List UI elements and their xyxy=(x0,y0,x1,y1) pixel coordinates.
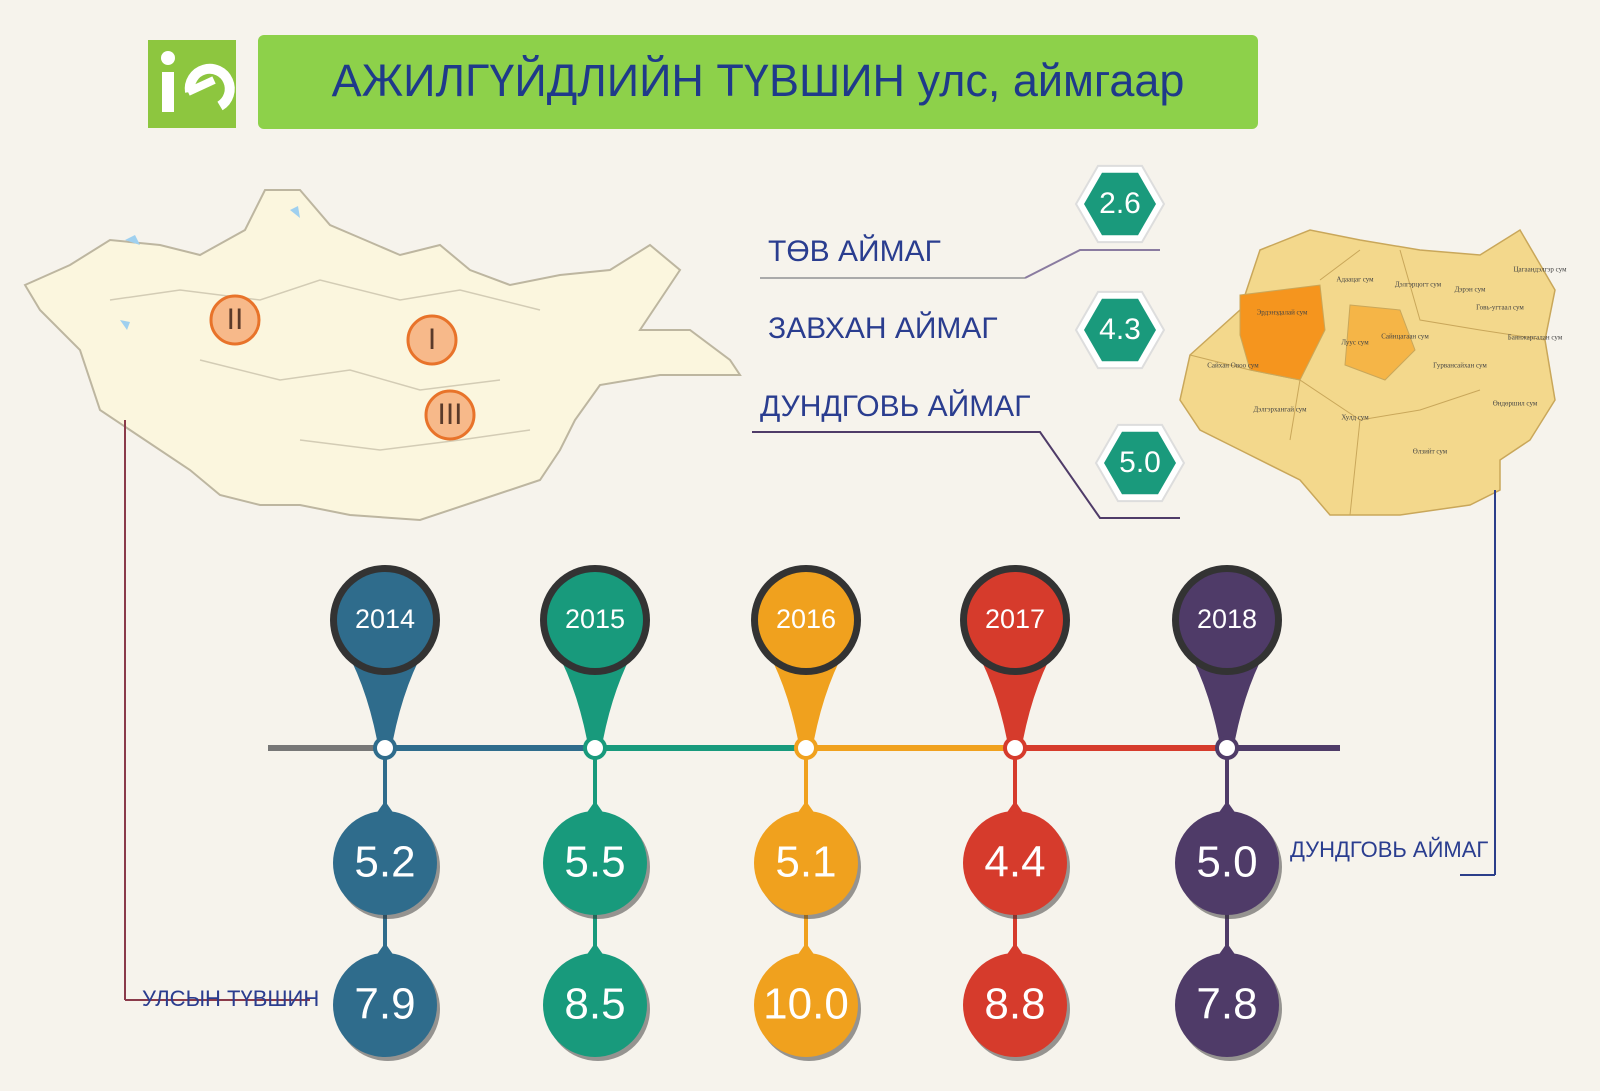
aimag-value: 2.6 xyxy=(1099,187,1141,220)
region-label: II xyxy=(227,303,244,336)
year-label: 2017 xyxy=(985,604,1045,634)
bubble xyxy=(754,953,858,1057)
year-label: 2015 xyxy=(565,604,625,634)
year-label: 2016 xyxy=(776,604,836,634)
national-value: 7.9 xyxy=(354,980,415,1029)
region-marker xyxy=(424,389,476,441)
district-label: Говь-угтаал сум xyxy=(1476,304,1524,312)
year-badge xyxy=(967,572,1063,668)
national-value: 7.8 xyxy=(1196,980,1257,1029)
bubble xyxy=(543,953,647,1057)
bubble xyxy=(333,953,437,1057)
district-label: Өлзийт сум xyxy=(1413,448,1448,456)
national-value: 8.5 xyxy=(564,980,625,1029)
district-label: Луус сум xyxy=(1341,339,1369,347)
aimag-leader xyxy=(752,431,1180,519)
district-label: Баянжаргалан сум xyxy=(1508,334,1563,342)
aimag-value: 5.0 xyxy=(1196,838,1257,887)
aimag-value: 4.3 xyxy=(1099,313,1141,346)
district-highlight xyxy=(1344,304,1416,381)
aimag-name: ТӨВ АЙМАГ xyxy=(768,234,941,268)
aimag-value: 4.4 xyxy=(984,838,1045,887)
country-outline xyxy=(23,189,742,522)
node xyxy=(794,736,818,760)
region-marker xyxy=(406,314,458,366)
bubble xyxy=(1175,811,1279,915)
value-hexagon xyxy=(1084,298,1156,362)
title-bar xyxy=(258,35,1258,129)
title: АЖИЛГҮЙДЛИЙН ТҮВШИН улс, аймгаар xyxy=(332,55,1185,106)
district-label: Сайнцагаан сум xyxy=(1381,333,1429,341)
node xyxy=(583,736,607,760)
national-value: 8.8 xyxy=(984,980,1045,1029)
district-label: Гурвансайхан сум xyxy=(1433,362,1487,370)
bubble xyxy=(333,811,437,915)
district-label: Цагаандэлгэр сум xyxy=(1513,266,1567,274)
district-label: Сайхан Овоо сум xyxy=(1207,362,1259,370)
district-map xyxy=(1179,228,1556,876)
district-label: Дэрэн сум xyxy=(1455,286,1486,294)
logo-e-bar xyxy=(186,76,216,96)
node xyxy=(1003,736,1027,760)
district-label: Хулд сум xyxy=(1341,414,1369,422)
district-label: Дэлгэрхангай сум xyxy=(1253,406,1307,414)
bubble xyxy=(1175,953,1279,1057)
region-label: III xyxy=(437,398,462,431)
year-badge xyxy=(758,572,854,668)
district-label: Дэлгэрцогт сум xyxy=(1395,281,1442,289)
district-label: Өндөршил сум xyxy=(1493,400,1538,408)
aimag-value: 5.1 xyxy=(775,838,836,887)
aimag-value: 5.2 xyxy=(354,838,415,887)
aimag-name: ЗАВХАН АЙМАГ xyxy=(768,311,998,345)
year-label: 2018 xyxy=(1197,604,1257,634)
value-hexagon xyxy=(1084,172,1156,236)
district-label: Адаацаг сум xyxy=(1336,276,1374,284)
row-label-national: УЛСЫН ТҮВШИН xyxy=(142,986,319,1011)
value-hexagon xyxy=(1104,431,1176,495)
year-label: 2014 xyxy=(355,604,415,634)
district-label: Эрдэнэдалай сум xyxy=(1257,309,1308,317)
year-badge xyxy=(1179,572,1275,668)
aimag-leader xyxy=(1024,249,1160,279)
aimag-value: 5.5 xyxy=(564,838,625,887)
country-map xyxy=(23,189,742,1001)
bubble xyxy=(543,811,647,915)
province-borders xyxy=(109,279,541,451)
logo xyxy=(148,40,236,128)
row-label-aimag: ДУНДГОВЬ АЙМАГ xyxy=(1290,837,1488,862)
bubble xyxy=(963,953,1067,1057)
logo-e xyxy=(184,63,235,111)
node xyxy=(373,736,397,760)
year-badge xyxy=(547,572,643,668)
node xyxy=(1215,736,1239,760)
national-value: 10.0 xyxy=(763,980,849,1029)
bubble xyxy=(754,811,858,915)
bubble xyxy=(963,811,1067,915)
logo-dot xyxy=(161,51,175,65)
district-borders xyxy=(1189,249,1546,516)
logo-stem xyxy=(162,72,174,112)
aimag-name: ДУНДГОВЬ АЙМАГ xyxy=(760,389,1030,423)
region-marker xyxy=(209,294,261,346)
region-label: I xyxy=(428,323,436,356)
aimag-value: 5.0 xyxy=(1119,446,1161,479)
year-badge xyxy=(337,572,433,668)
